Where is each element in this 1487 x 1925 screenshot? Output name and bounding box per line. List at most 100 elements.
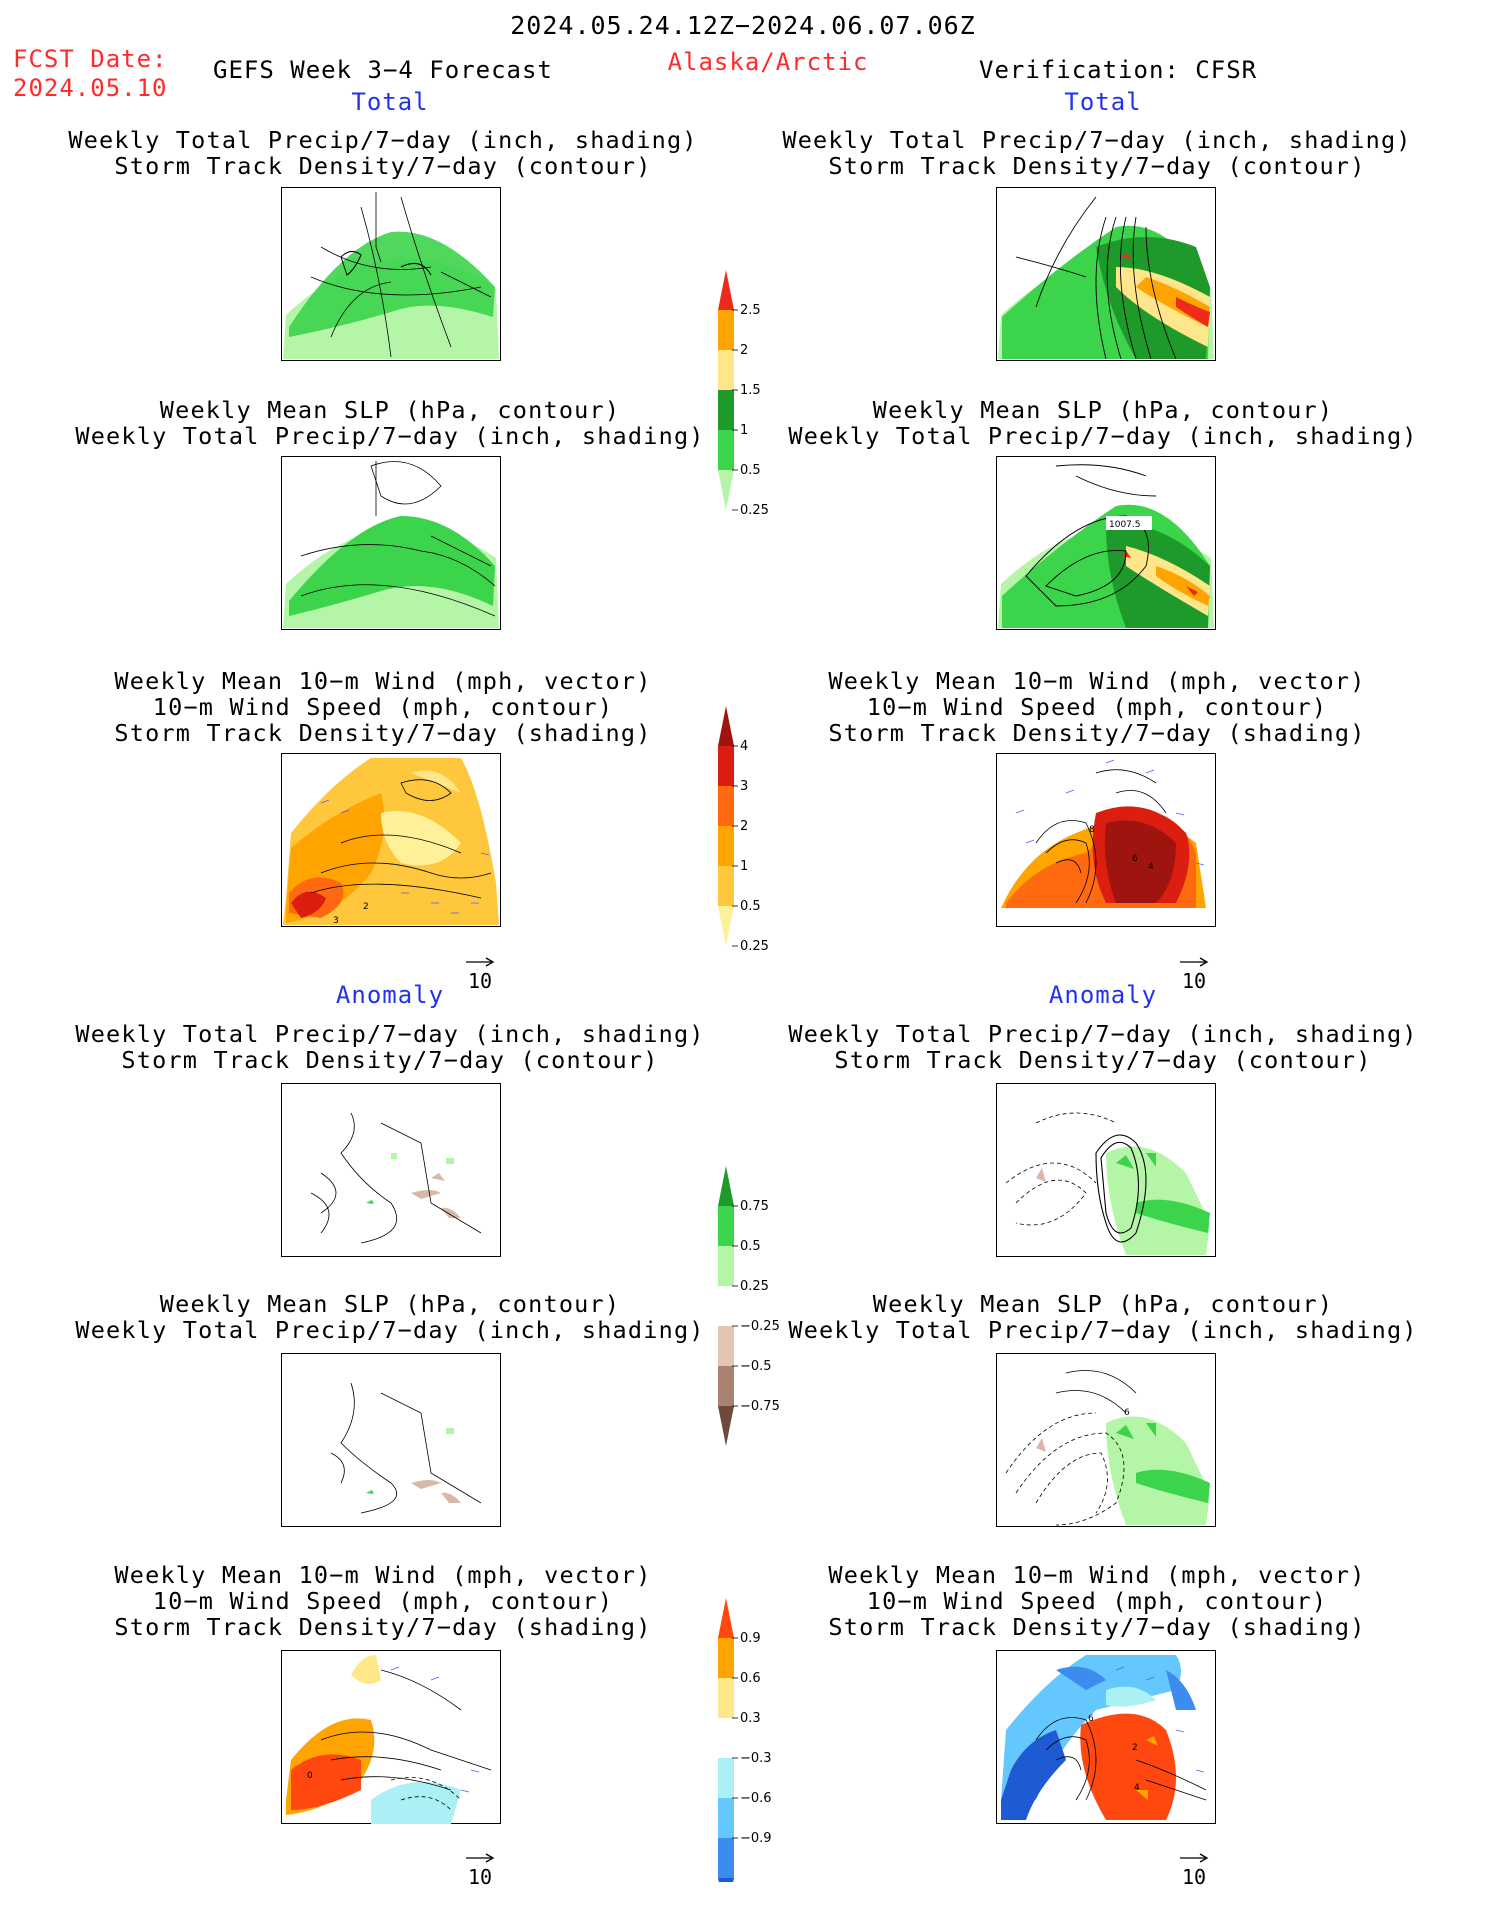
svg-text:0: 0 <box>307 1771 313 1781</box>
vector-ref-right-total: 10 <box>1174 952 1214 991</box>
colorbar-segment <box>718 1718 734 1758</box>
map-left-anom-slp-precip <box>281 1353 501 1527</box>
colorbar-tick-label: 0.6 <box>740 1671 761 1686</box>
colorbar-tick-label: 0.5 <box>740 463 761 478</box>
colorbar-tick-label: −0.3 <box>740 1751 772 1766</box>
colorbar-segment <box>718 1678 734 1718</box>
colorbar-segment <box>718 1798 734 1838</box>
colorbar-tick-label: −0.5 <box>740 1359 772 1374</box>
colorbar-tick-label: 2.5 <box>740 303 761 318</box>
colorbar-segment <box>718 1638 734 1678</box>
colorbar-tick-label: 2 <box>740 819 748 834</box>
colorbar-segment <box>718 866 734 906</box>
colorbar-segment <box>718 1366 734 1406</box>
title-left-2: Weekly Mean SLP (hPa, contour) Weekly Tot… <box>75 396 705 450</box>
colorbar-tick-label: 0.25 <box>740 503 769 518</box>
map-left-anom-precip-storm <box>281 1083 501 1257</box>
svg-text:6: 6 <box>1132 854 1138 864</box>
left-total-heading: Total <box>351 88 429 116</box>
colorbar-segment <box>718 1206 734 1246</box>
svg-text:2: 2 <box>1132 1743 1138 1753</box>
title-left-6: Weekly Mean 10−m Wind (mph, vector) 10−m … <box>114 1561 652 1641</box>
vector-ref-right-anom: 10 <box>1174 1848 1214 1887</box>
colorbar-tick-label: 0.3 <box>740 1711 761 1726</box>
svg-text:2: 2 <box>363 902 369 912</box>
map-left-total-wind-storm: 3 2 <box>281 753 501 927</box>
colorbar-segment <box>718 1406 734 1446</box>
colorbar-storm-anomaly: 0.9 0.6 0.3 −0.3 −0.6 −0.9 <box>718 1598 772 1882</box>
title-right-3: Weekly Mean 10−m Wind (mph, vector) 10−m … <box>828 667 1366 747</box>
colorbar-tick-label: 0.25 <box>740 939 769 954</box>
colorbar-segment <box>718 1758 734 1798</box>
colorbar-tick-label: 3 <box>740 779 748 794</box>
title-right-4: Weekly Total Precip/7−day (inch, shading… <box>788 1020 1418 1074</box>
colorbar-storm-total: 4 3 2 1 0.5 0.25 <box>718 706 769 954</box>
map-right-anom-slp-precip: 6 <box>996 1353 1216 1527</box>
colorbar-tick-label: 0.5 <box>740 1239 761 1254</box>
title-left-4: Weekly Total Precip/7−day (inch, shading… <box>75 1020 705 1074</box>
colorbar-segment <box>718 350 734 390</box>
map-left-anom-wind-storm: 0 <box>281 1650 501 1824</box>
title-right-5: Weekly Mean SLP (hPa, contour) Weekly Tot… <box>788 1290 1418 1344</box>
forecast-name: GEFS Week 3−4 Forecast <box>213 56 553 84</box>
map-right-total-precip-storm <box>996 187 1216 361</box>
colorbar-tick-label: 1.5 <box>740 383 761 398</box>
title-right-1: Weekly Total Precip/7−day (inch, shading… <box>782 126 1412 180</box>
colorbar-segment <box>718 270 734 310</box>
title-left-5: Weekly Mean SLP (hPa, contour) Weekly Tot… <box>75 1290 705 1344</box>
map-left-total-slp-precip <box>281 456 501 630</box>
colorbar-tick-label: 4 <box>740 739 748 754</box>
svg-text:4: 4 <box>1148 862 1154 872</box>
svg-text:8: 8 <box>1089 825 1095 835</box>
colorbar-tick-label: 0.75 <box>740 1199 769 1214</box>
map-left-total-precip-storm <box>281 187 501 361</box>
colorbar-tick-label: 0.5 <box>740 899 761 914</box>
colorbar-segment <box>718 310 734 350</box>
colorbar-segment <box>718 1598 734 1638</box>
svg-text:3: 3 <box>333 916 339 926</box>
colorbar-tick-label: −0.75 <box>740 1399 780 1414</box>
colorbar-tick-label: 0.25 <box>740 1279 769 1294</box>
svg-text:6: 6 <box>1124 1408 1130 1418</box>
title-left-1: Weekly Total Precip/7−day (inch, shading… <box>68 126 698 180</box>
verification-label: Verification: CFSR <box>979 56 1258 84</box>
svg-text:4: 4 <box>1134 1783 1140 1793</box>
fcst-date-value: 2024.05.10 <box>13 74 168 102</box>
title-right-2: Weekly Mean SLP (hPa, contour) Weekly Tot… <box>788 396 1418 450</box>
colorbar-segment <box>718 470 734 510</box>
colorbar-segment <box>718 746 734 786</box>
colorbar-segment <box>718 1286 734 1326</box>
map-right-total-wind-storm: 8 6 4 <box>996 753 1216 927</box>
colorbar-segment <box>718 826 734 866</box>
colorbar-segment <box>718 1326 734 1366</box>
svg-text:1007.5: 1007.5 <box>1109 520 1141 530</box>
title-left-3: Weekly Mean 10−m Wind (mph, vector) 10−m … <box>114 667 652 747</box>
colorbar-tick-label: 0.9 <box>740 1631 761 1646</box>
date-range: 2024.05.24.12Z−2024.06.07.06Z <box>510 11 976 40</box>
colorbar-segment <box>718 786 734 826</box>
svg-text:6: 6 <box>1088 1714 1094 1724</box>
colorbar-segment <box>718 430 734 470</box>
region-label: Alaska/Arctic <box>667 48 869 76</box>
colorbar-tick-label: 1 <box>740 423 748 438</box>
fcst-date-label: FCST Date: <box>13 45 168 73</box>
left-anomaly-heading: Anomaly <box>335 981 445 1009</box>
colorbar-segment <box>718 390 734 430</box>
colorbar-segment <box>718 1878 734 1882</box>
colorbar-tick-label: −0.25 <box>740 1319 780 1334</box>
colorbar-tick-label: 1 <box>740 859 748 874</box>
map-right-anom-wind-storm: 6 2 4 <box>996 1650 1216 1824</box>
vector-ref-left-total: 10 <box>460 952 500 991</box>
colorbar-segment <box>718 706 734 746</box>
colorbar-precip-anomaly: 0.75 0.5 0.25 −0.25 −0.5 −0.75 <box>718 1166 780 1446</box>
vector-ref-left-anom: 10 <box>460 1848 500 1887</box>
colorbar-segment <box>718 1246 734 1286</box>
colorbar-precip-total: 2.5 2 1.5 1 0.5 0.25 <box>718 270 769 518</box>
colorbar-segment <box>718 1838 734 1878</box>
colorbar-segment <box>718 1166 734 1206</box>
right-total-heading: Total <box>1064 88 1142 116</box>
right-anomaly-heading: Anomaly <box>1048 981 1158 1009</box>
map-right-total-slp-precip: 1007.5 <box>996 456 1216 630</box>
title-right-6: Weekly Mean 10−m Wind (mph, vector) 10−m … <box>828 1561 1366 1641</box>
colorbar-tick-label: −0.9 <box>740 1831 772 1846</box>
